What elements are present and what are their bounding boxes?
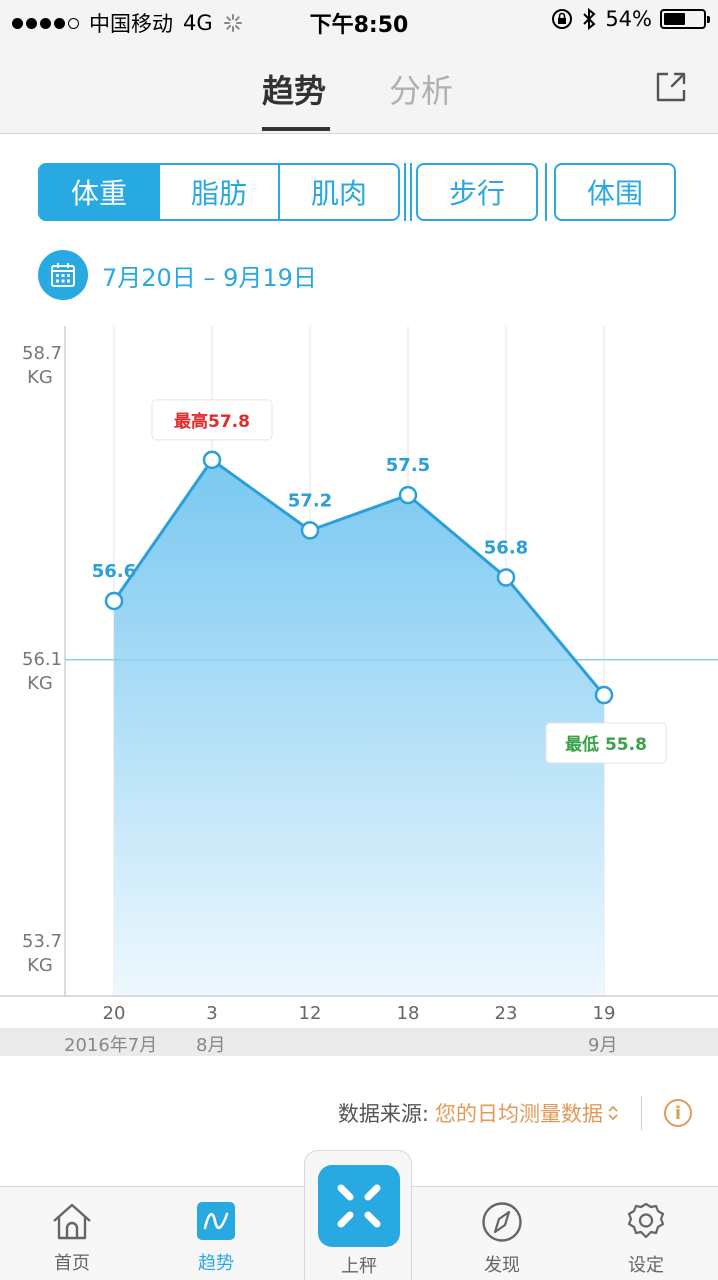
nav-discover-label: 发现 xyxy=(484,1255,520,1276)
y-tick-unit: KG xyxy=(27,672,53,694)
tab-analysis[interactable]: 分析 xyxy=(389,72,454,110)
data-point[interactable] xyxy=(398,485,418,505)
data-source-label: 数据来源: xyxy=(337,1102,429,1126)
segment-fat[interactable]: 脂肪 xyxy=(160,163,280,221)
nav-trend-label: 趋势 xyxy=(198,1253,234,1274)
x-month-label: 9月 xyxy=(588,1035,618,1056)
carrier-name: 中国移动 xyxy=(89,12,173,36)
y-tick-value: 53.7 xyxy=(22,931,63,952)
x-tick-label: 3 xyxy=(206,1003,218,1024)
battery-icon xyxy=(660,9,710,29)
x-tick-label: 23 xyxy=(494,1003,518,1024)
sort-arrows-icon[interactable] xyxy=(607,1104,619,1122)
x-tick-label: 12 xyxy=(298,1003,322,1024)
signal-strength-icon xyxy=(12,17,79,29)
calendar-icon[interactable] xyxy=(38,250,88,300)
x-tick-label: 19 xyxy=(592,1003,616,1024)
nav-home-label: 首页 xyxy=(54,1253,90,1274)
max-value-label: 最高57.8 xyxy=(174,411,250,432)
nav-settings[interactable]: 设定 xyxy=(606,1201,686,1277)
date-range-text: 7月20日 – 9月19日 xyxy=(102,263,317,292)
status-bar: 中国移动 4G 下午8:50 54% xyxy=(0,0,718,40)
home-icon xyxy=(53,1203,91,1240)
data-source-row: 数据来源: 您的日均测量数据 i xyxy=(338,1096,692,1130)
segment-weight[interactable]: 体重 xyxy=(38,163,160,221)
data-point[interactable] xyxy=(594,685,614,705)
divider xyxy=(641,1096,642,1130)
y-tick-label: 53.7 KG xyxy=(22,930,63,978)
data-source-selector[interactable]: 您的日均测量数据 xyxy=(435,1102,603,1126)
weight-trend-chart: 56.6 最高57.8 57.2 57.5 56.8 最低 55.8 xyxy=(0,326,718,997)
area-fill xyxy=(114,459,604,997)
active-tab-indicator xyxy=(262,127,330,131)
nav-scale-label: 上秤 xyxy=(341,1256,377,1277)
y-tick-value: 58.7 xyxy=(22,343,63,364)
info-icon[interactable]: i xyxy=(664,1099,692,1127)
loading-icon xyxy=(223,14,242,32)
min-value-label: 最低 55.8 xyxy=(565,734,647,755)
data-value-label: 57.2 xyxy=(288,490,332,511)
data-point[interactable] xyxy=(202,450,222,470)
rotation-lock-icon xyxy=(552,9,573,29)
y-tick-label: 58.7 KG xyxy=(22,342,63,390)
x-tick-label: 20 xyxy=(102,1003,126,1024)
battery-percent: 54% xyxy=(605,7,652,31)
nav-home[interactable]: 首页 xyxy=(32,1201,112,1275)
data-value-label: 56.6 xyxy=(92,561,136,582)
metric-selector: 体重 脂肪 肌肉 步行 体围 xyxy=(38,163,676,221)
network-type: 4G xyxy=(183,11,213,35)
trend-icon xyxy=(197,1202,235,1240)
segment-walking[interactable]: 步行 xyxy=(416,163,538,221)
data-value-label: 56.8 xyxy=(484,537,528,558)
y-tick-label: 56.1 KG xyxy=(22,648,63,696)
segment-girth[interactable]: 体围 xyxy=(554,163,676,221)
nav-scale-button[interactable] xyxy=(318,1165,400,1247)
scale-icon xyxy=(337,1184,381,1228)
compass-icon xyxy=(482,1202,522,1242)
bluetooth-icon xyxy=(583,7,596,31)
top-tab-bar: 趋势 分析 xyxy=(0,40,718,134)
tab-trend[interactable]: 趋势 xyxy=(262,72,327,110)
data-point[interactable] xyxy=(496,568,516,587)
y-tick-unit: KG xyxy=(27,367,53,388)
nav-settings-label: 设定 xyxy=(628,1255,664,1276)
x-tick-label: 18 xyxy=(396,1003,420,1024)
share-icon[interactable] xyxy=(654,70,688,104)
x-month-label: 2016年7月 xyxy=(64,1035,158,1056)
min-label-bubble xyxy=(545,722,667,764)
y-tick-value: 56.1 xyxy=(22,648,63,670)
segment-divider xyxy=(538,163,554,221)
data-point[interactable] xyxy=(300,521,320,540)
nav-trend[interactable]: 趋势 xyxy=(176,1201,256,1275)
max-label-bubble xyxy=(151,399,273,441)
data-value-label: 57.5 xyxy=(386,455,430,476)
clock: 下午8:50 xyxy=(309,13,409,38)
data-point[interactable] xyxy=(104,591,124,611)
segment-muscle[interactable]: 肌肉 xyxy=(280,163,400,221)
y-tick-unit: KG xyxy=(27,955,53,976)
date-range[interactable]: 7月20日 – 9月19日 xyxy=(38,250,317,300)
gear-icon xyxy=(627,1202,665,1239)
series-line xyxy=(112,458,606,697)
x-axis-month-band xyxy=(0,1028,718,1056)
x-month-label: 8月 xyxy=(196,1035,226,1056)
nav-discover[interactable]: 发现 xyxy=(462,1201,542,1277)
segment-divider xyxy=(400,163,416,221)
